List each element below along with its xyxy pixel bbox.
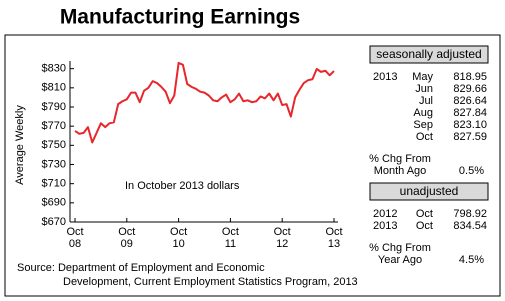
- row-value: 826.64: [453, 95, 487, 107]
- panel-header: unadjusted: [400, 184, 459, 198]
- y-tick-label: $810: [42, 82, 66, 94]
- x-tick-label: Oct 09: [118, 226, 135, 250]
- panel-header-box: [369, 45, 489, 64]
- y-tick-label: $770: [42, 120, 66, 132]
- change-value: 0.5%: [459, 165, 484, 177]
- y-tick-label: $750: [42, 139, 66, 151]
- row-value: 827.59: [453, 131, 487, 143]
- row-year: 2013: [373, 220, 397, 232]
- x-tick-label: Oct 10: [170, 226, 187, 250]
- y-tick-label: $670: [42, 216, 66, 228]
- x-tick-label: Oct 08: [66, 226, 83, 250]
- change-label: Year Ago: [378, 254, 422, 266]
- row-value: 834.54: [453, 220, 487, 232]
- chart-title: Manufacturing Earnings: [60, 6, 300, 29]
- row-year: 2013: [373, 71, 397, 83]
- change-label: % Chg From: [369, 242, 431, 254]
- row-value: 818.95: [453, 71, 487, 83]
- row-month: May: [412, 71, 433, 83]
- row-month: Sep: [413, 119, 433, 131]
- data-line: [74, 61, 335, 144]
- y-tick-label: $690: [42, 197, 66, 209]
- y-tick-label: $710: [42, 178, 66, 190]
- row-year: 2012: [373, 208, 397, 220]
- source-line: Source: Department of Employment and Eco…: [17, 262, 265, 274]
- change-label: % Chg From: [369, 153, 431, 165]
- y-axis-label: Average Weekly: [14, 105, 26, 185]
- row-month: Jun: [415, 83, 433, 95]
- x-tick-label: Oct 12: [274, 226, 291, 250]
- row-month: Oct: [416, 208, 433, 220]
- row-value: 798.92: [453, 208, 487, 220]
- y-tick-label: $730: [42, 158, 66, 170]
- row-value: 823.10: [453, 119, 487, 131]
- panel-header: seasonally adjusted: [376, 47, 481, 61]
- row-month: Aug: [413, 107, 433, 119]
- row-value: 829.66: [453, 83, 487, 95]
- row-month: Jul: [419, 95, 433, 107]
- y-tick-label: $830: [42, 63, 66, 75]
- row-month: Oct: [416, 220, 433, 232]
- change-label: Month Ago: [374, 165, 427, 177]
- y-tick-label: $790: [42, 101, 66, 113]
- frame: [4, 34, 501, 297]
- row-value: 827.84: [453, 107, 487, 119]
- x-tick-label: Oct 11: [222, 226, 239, 250]
- row-month: Oct: [416, 131, 433, 143]
- panel-header-box: [369, 182, 489, 201]
- change-value: 4.5%: [459, 254, 484, 266]
- source-line: Development, Current Employment Statisti…: [63, 276, 358, 288]
- x-tick-label: Oct 13: [325, 226, 342, 250]
- annotation: In October 2013 dollars: [125, 180, 240, 192]
